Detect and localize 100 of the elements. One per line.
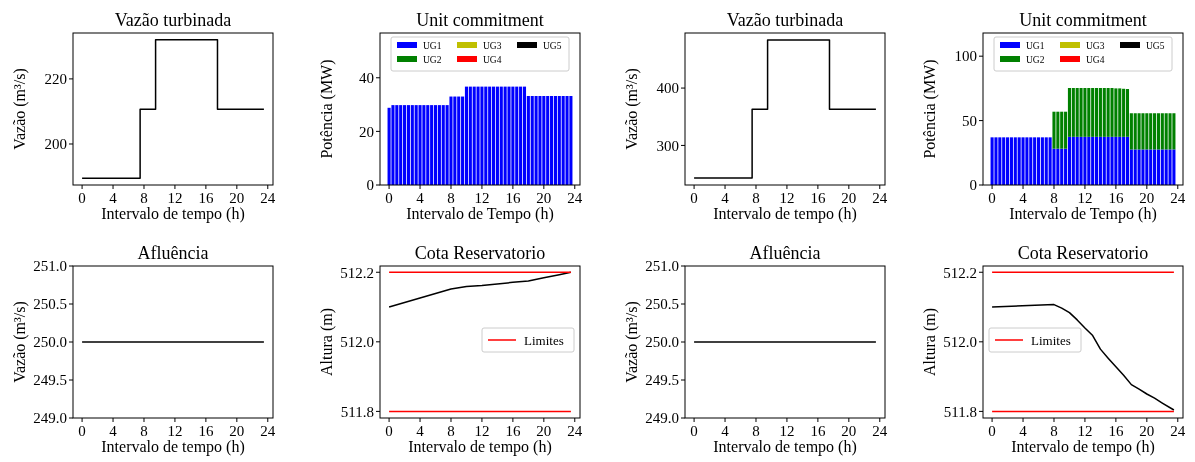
bar: [1114, 88, 1118, 137]
bar: [1145, 149, 1149, 185]
bar: [1106, 136, 1110, 185]
bar: [998, 137, 1002, 185]
bar: [1106, 88, 1110, 137]
bar: [414, 105, 418, 185]
bar: [1040, 137, 1044, 185]
x-tick-label: 4: [1019, 423, 1028, 439]
bar: [1091, 88, 1095, 137]
y-axis-title: Altura (m): [921, 308, 939, 376]
y-tick-label: 20: [359, 123, 374, 140]
bar: [1153, 149, 1157, 185]
bar: [530, 96, 534, 185]
bar: [1137, 113, 1141, 150]
x-tick-label: 4: [721, 423, 730, 439]
x-tick-label: 24: [260, 190, 276, 206]
x-tick-label: 12: [779, 190, 795, 206]
legend-label: Limites: [1031, 333, 1071, 348]
y-tick-label: 249.5: [33, 372, 67, 389]
bar: [1141, 149, 1145, 185]
bar: [410, 105, 414, 185]
x-tick-label: 8: [140, 190, 148, 206]
bar: [1153, 113, 1157, 150]
x-tick-label: 4: [416, 190, 425, 206]
x-tick-label: 8: [447, 423, 455, 439]
x-tick-label: 4: [416, 423, 425, 439]
y-tick-label: 512.0: [340, 334, 374, 351]
bar: [1009, 137, 1013, 185]
bar: [511, 86, 515, 185]
x-tick-label: 24: [260, 423, 276, 439]
chart-title: Unit commitment: [1019, 10, 1147, 30]
bar: [480, 86, 484, 185]
bar: [507, 86, 511, 185]
x-tick-label: 16: [198, 423, 214, 439]
y-tick-label: 512.2: [943, 264, 977, 281]
bar: [1029, 137, 1033, 185]
x-tick-label: 0: [385, 423, 393, 439]
bar: [395, 105, 399, 185]
bar: [406, 105, 410, 185]
x-tick-label: 12: [167, 190, 183, 206]
bar: [1164, 113, 1168, 150]
bar: [1133, 149, 1137, 185]
x-tick-label: 20: [1139, 190, 1155, 206]
x-tick-label: 8: [1050, 190, 1058, 206]
bar: [1164, 149, 1168, 185]
x-tick-label: 4: [109, 423, 118, 439]
bar: [1114, 136, 1118, 185]
bar: [1021, 137, 1025, 185]
bar: [1156, 149, 1160, 185]
chart-title: Cota Reservatorio: [1017, 243, 1149, 263]
bar: [1098, 88, 1102, 137]
y-tick-label: 250.0: [645, 334, 679, 351]
x-axis-title: Intervalo de Tempo (h): [406, 205, 554, 223]
bar: [433, 105, 438, 185]
legend-label: UG2: [1026, 55, 1045, 65]
x-axis-title: Intervalo de tempo (h): [713, 205, 857, 223]
chart-title: Vazão turbinada: [726, 10, 844, 30]
bar: [464, 86, 469, 185]
bar: [565, 96, 569, 185]
legend-label: UG5: [1146, 41, 1165, 51]
bar: [441, 105, 445, 185]
bar: [449, 96, 453, 185]
bar: [1098, 136, 1102, 185]
bar: [994, 137, 998, 185]
bar: [1149, 149, 1153, 185]
y-axis-title: Vazão (m³/s): [11, 68, 29, 150]
bar: [387, 107, 391, 185]
bar: [391, 105, 395, 185]
bar: [542, 96, 546, 185]
x-tick-label: 4: [109, 190, 118, 206]
y-tick-label: 100: [954, 48, 977, 65]
bar: [1060, 111, 1064, 149]
x-tick-label: 20: [841, 190, 857, 206]
bar: [557, 96, 561, 185]
bar: [1044, 137, 1048, 185]
x-tick-label: 16: [810, 190, 826, 206]
x-tick-label: 24: [567, 423, 583, 439]
bar: [1067, 136, 1072, 185]
y-tick-label: 0: [366, 177, 374, 194]
x-tick-label: 24: [1170, 423, 1186, 439]
bar: [1087, 136, 1091, 185]
x-tick-label: 20: [229, 190, 245, 206]
x-tick-label: 24: [872, 423, 888, 439]
bar: [546, 96, 550, 185]
x-tick-label: 16: [505, 190, 521, 206]
bar: [422, 105, 426, 185]
legend-label: UG1: [423, 41, 442, 51]
bar: [1079, 136, 1083, 185]
bar: [1172, 113, 1176, 150]
bar: [1094, 88, 1099, 137]
bar: [1122, 88, 1126, 137]
bar: [437, 105, 441, 185]
x-tick-label: 12: [474, 423, 490, 439]
bar: [1168, 113, 1172, 150]
bar: [488, 86, 492, 185]
y-tick-label: 512.2: [340, 264, 374, 281]
bar: [1118, 136, 1122, 185]
bar: [990, 137, 994, 185]
x-tick-label: 24: [567, 190, 583, 206]
x-axis-title: Intervalo de tempo (h): [101, 205, 245, 223]
